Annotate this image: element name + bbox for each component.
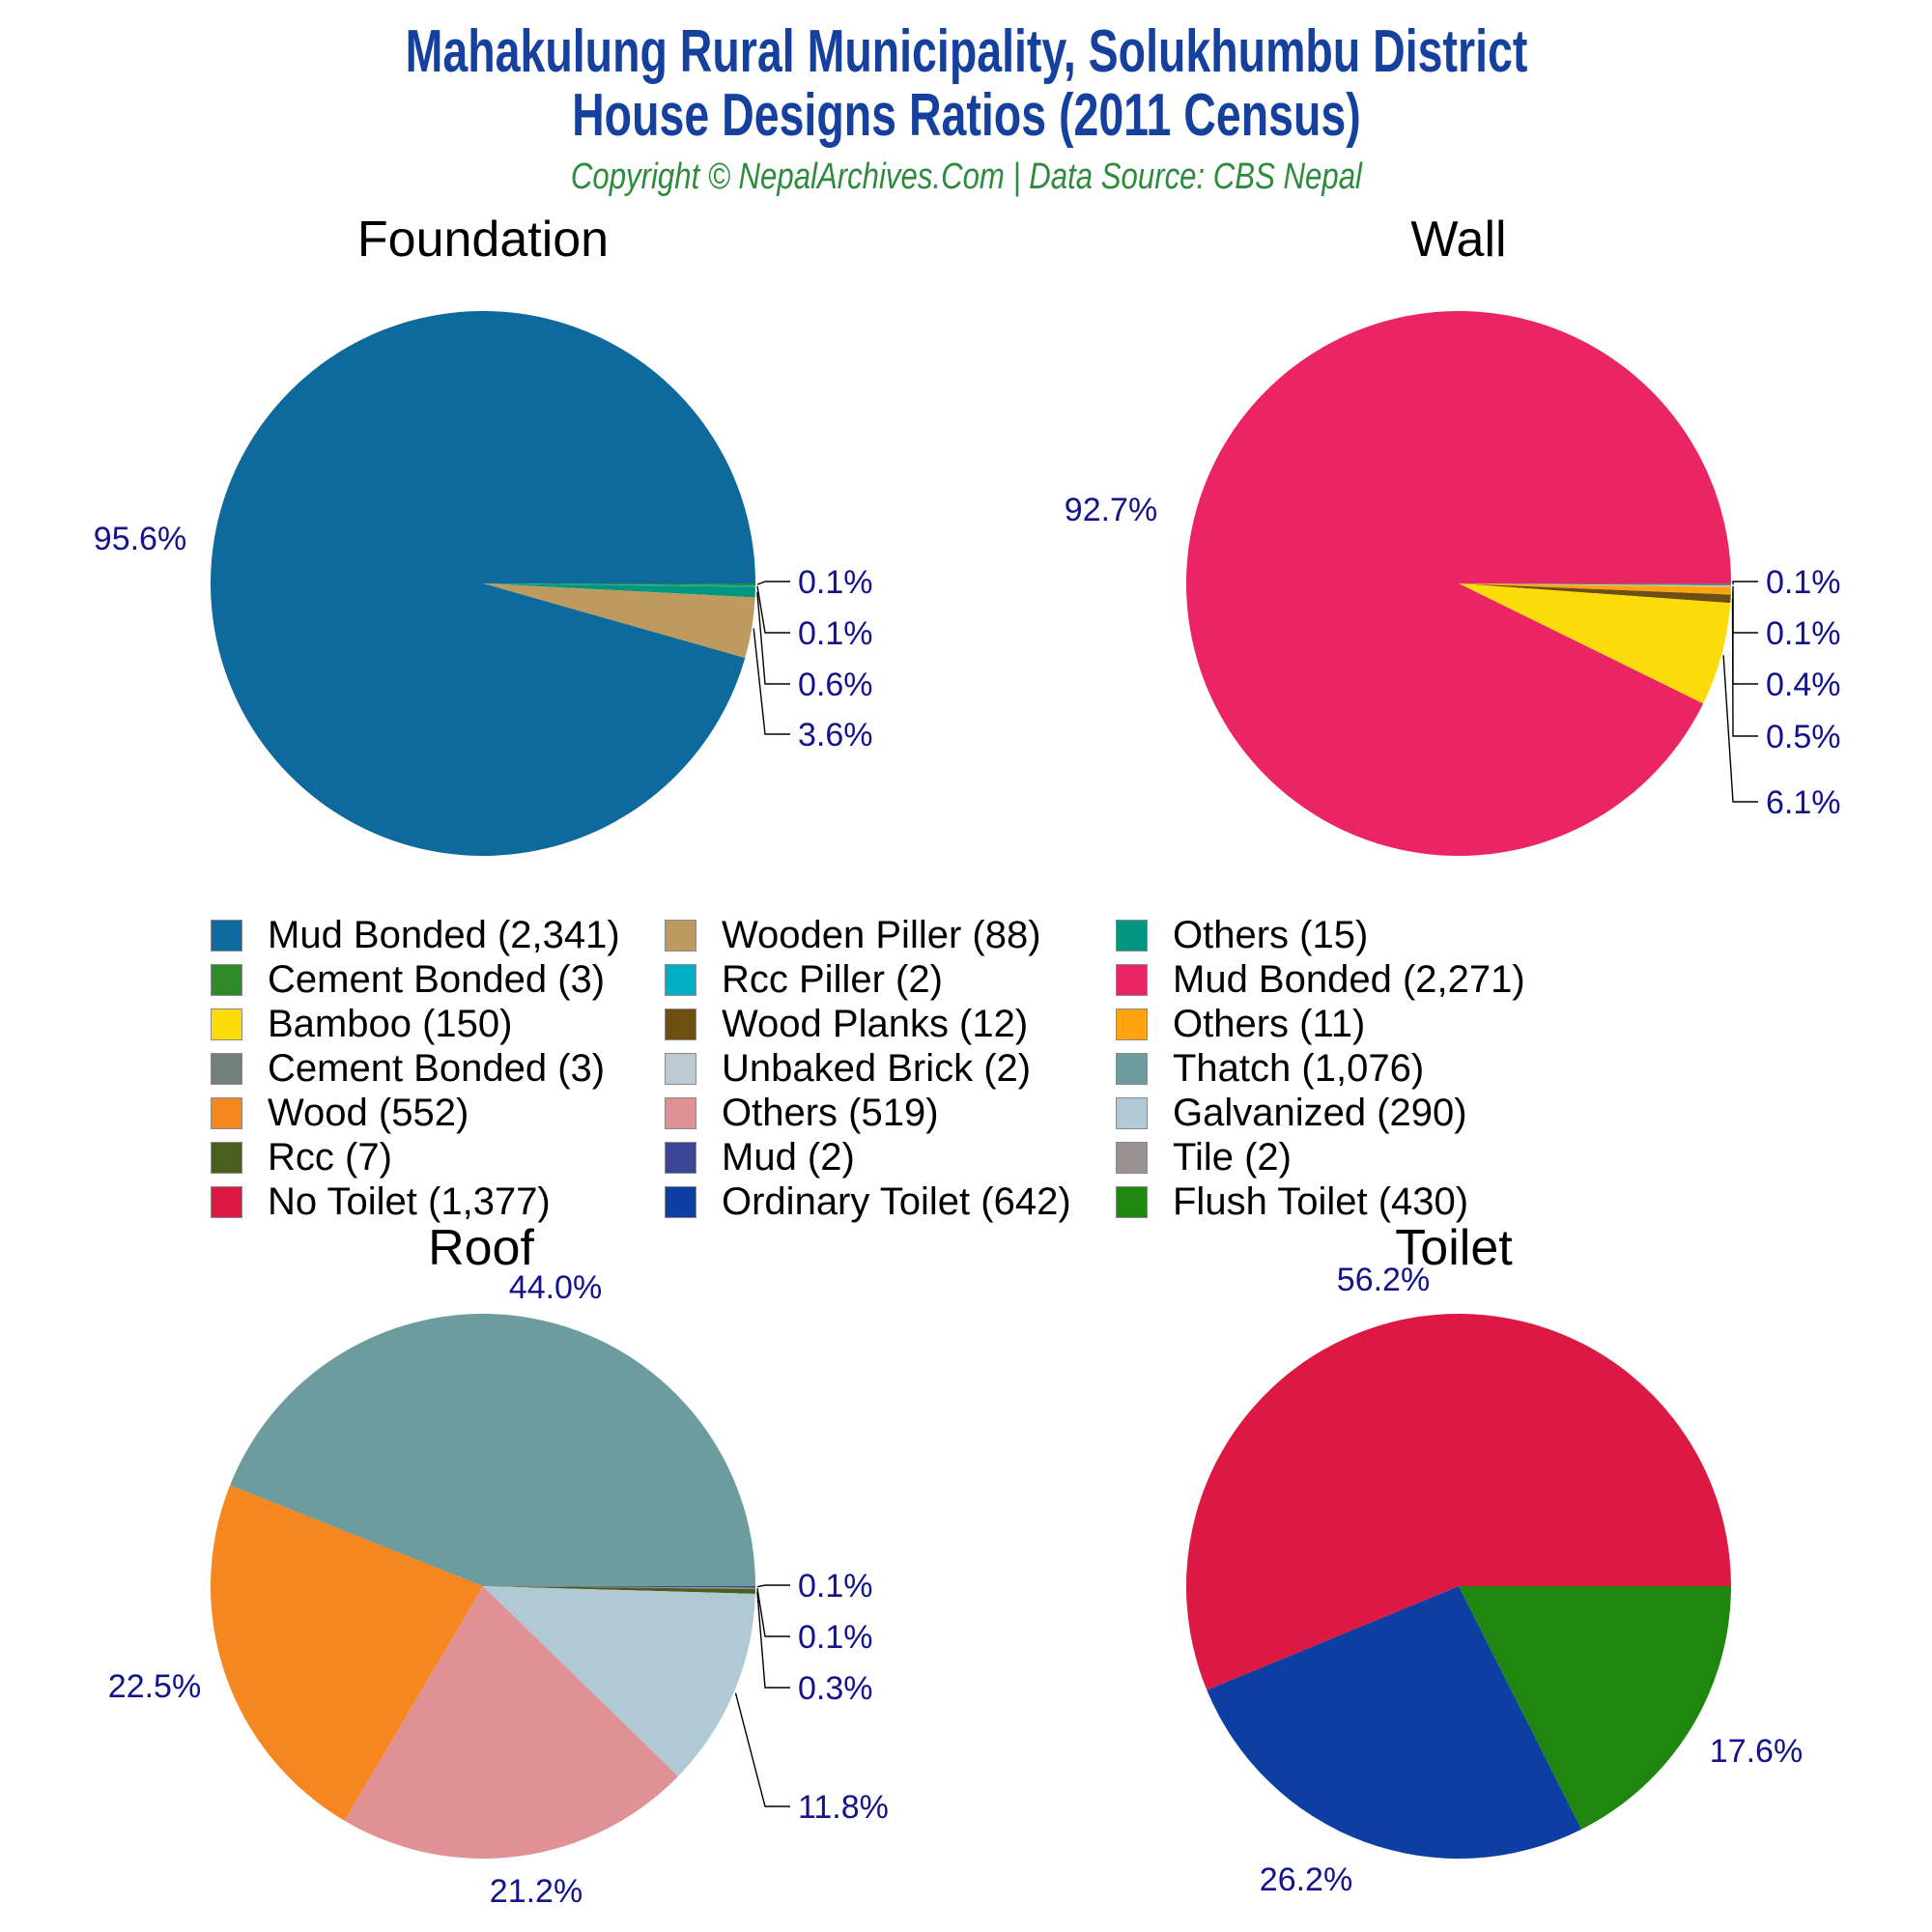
pie-wall: 0.1% 0.1% 0.4% 0.5% 6.1% 92.7% [1065,310,1841,856]
percent-label-foundation-wooden-piller: 3.6% [798,717,873,753]
pie-slice-wall-unbaked-brick [1459,583,1731,587]
callout-line-wood-planks [1731,598,1758,737]
pie-slice-roof-others [344,1586,678,1860]
callout-line-tile [756,1588,790,1637]
percent-label-roof-mud: 0.1% [798,1568,873,1605]
callout-line-rcc [756,1591,790,1689]
percent-label-wall-wood-planks: 0.5% [1766,719,1841,755]
pie-slice-roof-galvanized [483,1586,755,1776]
pie-slice-foundation-mud-bonded [210,310,755,856]
pie-slice-roof-thatch [230,1313,756,1586]
pie-slice-toilet-no-toilet [1185,1314,1731,1690]
percent-label-wall-unbaked-brick: 0.1% [1766,615,1841,652]
page-title-line1: Mahakulung Rural Municipality, Solukhumb… [0,21,1932,83]
pie-title-wall: Wall [1410,212,1507,268]
pie-slice-toilet-ordinary-toilet [1207,1586,1582,1860]
percent-label-toilet-ordinary-toilet: 26.2% [1260,1861,1352,1898]
callout-line-bamboo [1722,655,1758,803]
percent-label-foundation-others: 0.6% [798,667,873,703]
callout-line-unbaked-brick [1732,585,1758,634]
pie-slice-wall-others [1459,583,1731,595]
pie-roof: 0.1% 0.1% 0.3% 11.8% 21.2% 22.5% 44.0% [108,1269,889,1910]
pie-slice-wall-mud-bonded [1185,310,1731,856]
callout-line-wooden-piller [753,628,790,735]
callout-line-mud [756,1584,790,1588]
percent-label-foundation-cement-bonded: 0.1% [798,564,873,601]
percent-label-wall-bamboo: 6.1% [1766,784,1841,821]
pie-slice-foundation-others [483,583,755,598]
percent-label-toilet-flush-toilet: 17.6% [1710,1733,1803,1770]
callout-line-others [756,592,790,685]
pie-slice-roof-rcc [483,1586,755,1594]
pie-slice-wall-cement-bonded [1459,583,1731,586]
pie-title-roof: Roof [428,1220,534,1276]
page-title-line2: House Designs Ratios (2011 Census) [0,85,1932,147]
pie-slice-foundation-wooden-piller [483,583,755,659]
callout-line-cement-bonded [756,581,790,585]
page-title-line2-text: House Designs Ratios (2011 Census) [571,82,1361,149]
pie-toilet: 17.6% 26.2% 56.2% [1185,1262,1803,1898]
pie-slice-toilet-flush-toilet [1459,1586,1732,1830]
callout-line-rcc-piller [756,585,790,634]
pie-foundation: 0.1% 0.1% 0.6% 3.6% 95.6% [94,310,873,856]
percent-label-wall-mud-bonded: 92.7% [1065,492,1157,528]
percent-label-toilet-no-toilet: 56.2% [1337,1262,1430,1298]
pie-slice-wall-bamboo [1459,583,1731,704]
copyright-subtitle: Copyright © NepalArchives.Com | Data Sou… [0,155,1932,199]
percent-label-foundation-rcc-piller: 0.1% [798,615,873,652]
callout-line-others [1732,590,1758,685]
pie-slice-roof-tile [483,1586,755,1589]
pie-slice-foundation-cement-bonded [483,583,755,586]
percent-label-wall-cement-bonded: 0.1% [1766,564,1841,601]
percent-label-roof-galvanized: 11.8% [798,1789,889,1826]
pie-slice-roof-mud [483,1586,756,1588]
pie-title-toilet: Toilet [1395,1220,1513,1276]
percent-label-roof-thatch: 44.0% [509,1269,602,1306]
callout-line-cement-bonded [1732,581,1758,585]
percent-label-roof-others: 21.2% [490,1873,582,1910]
pie-slice-roof-wood [210,1485,483,1821]
percent-label-roof-tile: 0.1% [798,1619,873,1656]
percent-label-roof-rcc: 0.3% [798,1670,873,1707]
copyright-subtitle-text: Copyright © NepalArchives.Com | Data Sou… [570,156,1362,197]
page-title-line1-text: Mahakulung Rural Municipality, Solukhumb… [405,18,1527,85]
pie-slice-wall-wood-planks [1459,583,1731,604]
callout-line-galvanized [734,1692,790,1807]
percent-label-wall-others: 0.4% [1766,667,1841,703]
percent-label-roof-wood: 22.5% [108,1668,201,1705]
pie-title-foundation: Foundation [356,212,610,268]
percent-label-foundation-mud-bonded: 95.6% [94,521,186,557]
pie-slice-foundation-rcc-piller [483,583,755,587]
